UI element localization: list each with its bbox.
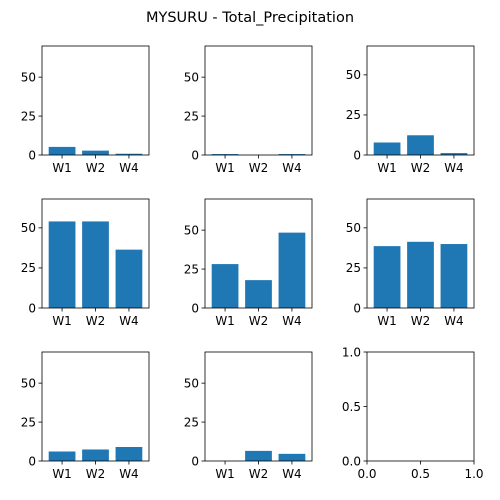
y-tick-label-0: 0	[28, 454, 36, 468]
x-tick-label-w1: W1	[52, 314, 72, 328]
x-tick-label-0.0: 0.0	[357, 467, 376, 481]
y-tick-label-0: 0	[353, 301, 361, 315]
x-tick-label-w4: W4	[444, 161, 464, 175]
bar-w4	[278, 232, 306, 308]
y-tick-label-1.0: 1.0	[342, 345, 361, 359]
x-tick-label-w4: W4	[282, 314, 302, 328]
y-tick-label-0.0: 0.0	[342, 454, 361, 468]
bar-w1	[211, 264, 239, 308]
subplot-1: W1 W2 W4 0 25 50	[21, 45, 150, 175]
subplot-3: W1 W2 W4 0 25 50	[346, 45, 475, 175]
y-tick-label-25: 25	[21, 261, 36, 275]
y-tick-label-0: 0	[28, 148, 36, 162]
x-tick-label-w4: W4	[444, 314, 464, 328]
x-tick-label-w4: W4	[119, 161, 139, 175]
y-tick-label-0: 0	[28, 301, 36, 315]
x-tick-label-w1: W1	[52, 161, 72, 175]
bar-w2	[82, 150, 109, 155]
bar-w4	[278, 453, 306, 461]
x-tick-label-w1: W1	[215, 467, 235, 481]
bar-w1	[48, 221, 76, 308]
bar-w4	[440, 244, 468, 308]
y-tick-label-50: 50	[21, 70, 36, 84]
x-tick-label-w4: W4	[282, 161, 302, 175]
x-tick-label-w2: W2	[86, 161, 106, 175]
x-tick-label-0.5: 0.5	[411, 467, 430, 481]
bar-w1	[211, 154, 239, 155]
y-tick-label-25: 25	[184, 262, 199, 276]
subplot-grid: W1 W2 W4 0 25 50 W1 W2 W4 0 25 50 W1 W2 W4 0 25 50 W1 W2 W4 0…	[21, 45, 484, 481]
figure-title: MYSURU - Total_Precipitation	[146, 10, 354, 26]
x-tick-label-w2: W2	[249, 314, 269, 328]
x-tick-label-w2: W2	[411, 161, 431, 175]
y-tick-label-0: 0	[191, 454, 199, 468]
bar-w1	[373, 246, 401, 308]
y-tick-label-50: 50	[184, 223, 199, 237]
y-tick-label-25: 25	[184, 109, 199, 123]
subplot-5: W1 W2 W4 0 25 50	[184, 198, 313, 328]
y-tick-label-25: 25	[346, 261, 361, 275]
bar-w2	[407, 135, 434, 155]
y-tick-label-25: 25	[346, 108, 361, 122]
x-tick-label-w4: W4	[119, 467, 139, 481]
subplot-6: W1 W2 W4 0 25 50	[346, 198, 475, 328]
bar-w1	[48, 451, 76, 461]
subplot-2: W1 W2 W4 0 25 50	[184, 45, 313, 175]
y-tick-label-25: 25	[21, 109, 36, 123]
bar-w2	[407, 241, 434, 308]
y-tick-label-50: 50	[346, 68, 361, 82]
subplot-7: W1 W2 W4 0 25 50	[21, 351, 150, 481]
subplot-4: W1 W2 W4 0 25 50	[21, 198, 150, 328]
bar-w2	[245, 280, 272, 308]
x-tick-label-w2: W2	[86, 467, 106, 481]
subplot-8: W1 W2 W4 0 25 50	[184, 351, 313, 481]
y-tick-label-50: 50	[21, 376, 36, 390]
y-tick-label-0: 0	[191, 148, 199, 162]
bar-w2	[245, 450, 272, 461]
bar-w4	[115, 249, 143, 308]
y-tick-label-0: 0	[191, 301, 199, 315]
x-tick-label-w1: W1	[52, 467, 72, 481]
bar-w4	[278, 154, 306, 155]
x-tick-label-w2: W2	[86, 314, 106, 328]
bar-w1	[48, 146, 76, 155]
bar-w2	[82, 449, 109, 461]
x-tick-label-w2: W2	[249, 467, 269, 481]
bar-w2	[82, 221, 109, 308]
y-tick-label-50: 50	[184, 70, 199, 84]
x-tick-label-w4: W4	[282, 467, 302, 481]
bar-w4	[440, 153, 468, 155]
x-tick-label-w1: W1	[215, 314, 235, 328]
bar-w4	[115, 446, 143, 461]
y-tick-label-25: 25	[21, 415, 36, 429]
y-tick-label-50: 50	[21, 221, 36, 235]
x-tick-label-1.0: 1.0	[464, 467, 483, 481]
y-tick-label-50: 50	[346, 221, 361, 235]
y-tick-label-50: 50	[184, 376, 199, 390]
x-tick-label-w1: W1	[215, 161, 235, 175]
bar-w1	[373, 142, 401, 155]
x-tick-label-w4: W4	[119, 314, 139, 328]
x-tick-label-w1: W1	[377, 161, 397, 175]
x-tick-label-w2: W2	[411, 314, 431, 328]
x-tick-label-w2: W2	[249, 161, 269, 175]
bar-w4	[115, 153, 143, 155]
x-tick-label-w1: W1	[377, 314, 397, 328]
y-tick-label-0.5: 0.5	[342, 400, 361, 414]
y-tick-label-25: 25	[184, 415, 199, 429]
subplot-9: 0.0 0.5 1.0 0.0 0.5 1.0	[342, 345, 484, 481]
y-tick-label-0: 0	[353, 148, 361, 162]
